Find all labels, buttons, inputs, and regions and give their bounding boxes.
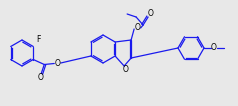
Text: O: O: [135, 24, 141, 33]
Text: O: O: [37, 73, 43, 82]
Text: O: O: [55, 59, 61, 68]
Text: O: O: [122, 66, 128, 75]
Text: O: O: [211, 43, 217, 52]
Text: O: O: [147, 8, 153, 17]
Text: F: F: [36, 34, 41, 43]
